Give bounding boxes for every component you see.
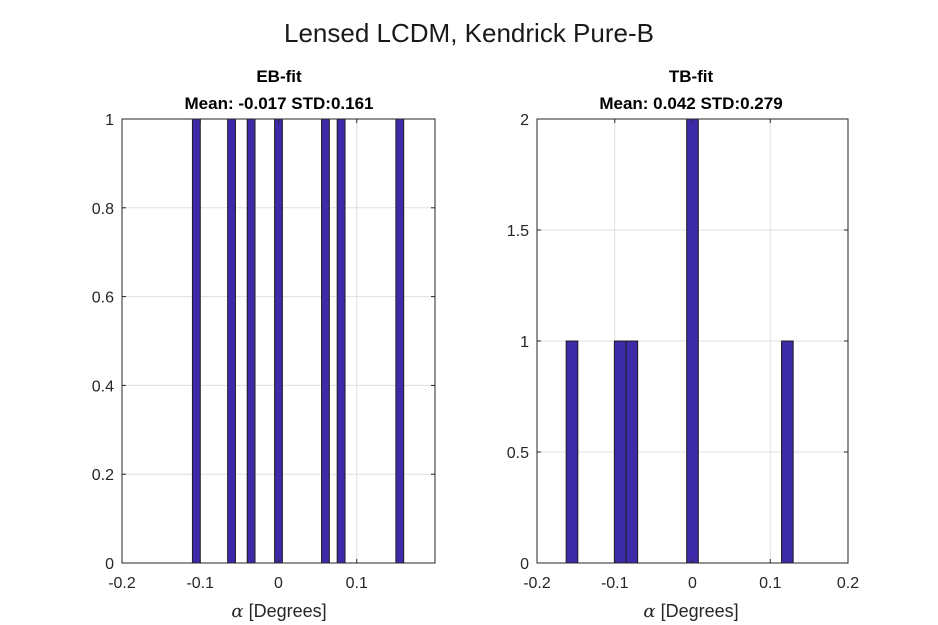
histogram-bar — [274, 118, 283, 564]
y-tick-label: 0.5 — [507, 445, 529, 462]
figure-title: Lensed LCDM, Kendrick Pure-B — [284, 18, 654, 48]
x-tick-label: 0.1 — [346, 575, 368, 592]
x-tick-label: -0.2 — [108, 575, 136, 592]
panel-subtitle: Mean: 0.042 STD:0.279 — [599, 94, 782, 113]
y-tick-label: 1.5 — [507, 223, 529, 240]
x-tick-label: -0.1 — [601, 575, 629, 592]
y-tick-label: 0.2 — [92, 467, 114, 484]
x-tick-label: 0 — [688, 575, 697, 592]
y-tick-label: 0 — [105, 556, 114, 573]
y-tick-label: 1 — [105, 112, 114, 129]
histogram-bar — [321, 118, 330, 564]
x-tick-label: 0 — [274, 575, 283, 592]
y-tick-label: 0.6 — [92, 290, 114, 307]
histogram-bar — [246, 118, 256, 564]
x-tick-label: -0.1 — [186, 575, 214, 592]
panel-subtitle: Mean: -0.017 STD:0.161 — [185, 94, 374, 113]
x-axis-label: α [Degrees] — [643, 601, 738, 622]
histogram-bar — [781, 340, 794, 564]
histogram-bar — [227, 118, 236, 564]
panel-title: TB-fit — [669, 67, 714, 86]
histogram-bar — [565, 340, 579, 564]
histogram-bar — [625, 340, 639, 564]
bars — [191, 118, 405, 564]
histogram-bar — [336, 118, 346, 564]
panel-title: EB-fit — [256, 67, 302, 86]
y-tick-label: 0.4 — [92, 378, 114, 395]
x-tick-label: 0.2 — [837, 575, 859, 592]
y-tick-label: 0.8 — [92, 201, 114, 218]
y-tick-label: 2 — [520, 112, 529, 129]
x-tick-label: -0.2 — [523, 575, 551, 592]
eb-fit-panel: EB-fit Mean: -0.017 STD:0.161 α [Degrees… — [92, 67, 436, 622]
histogram-bar — [686, 118, 699, 564]
histogram-bar — [613, 340, 627, 564]
y-tick-label: 0 — [520, 556, 529, 573]
histogram-bar — [191, 118, 201, 564]
y-tick-label: 1 — [520, 334, 529, 351]
x-axis-label: α [Degrees] — [231, 601, 326, 622]
histogram-bar — [395, 118, 405, 564]
tb-fit-panel: TB-fit Mean: 0.042 STD:0.279 α [Degrees]… — [507, 67, 859, 622]
x-tick-label: 0.1 — [759, 575, 781, 592]
